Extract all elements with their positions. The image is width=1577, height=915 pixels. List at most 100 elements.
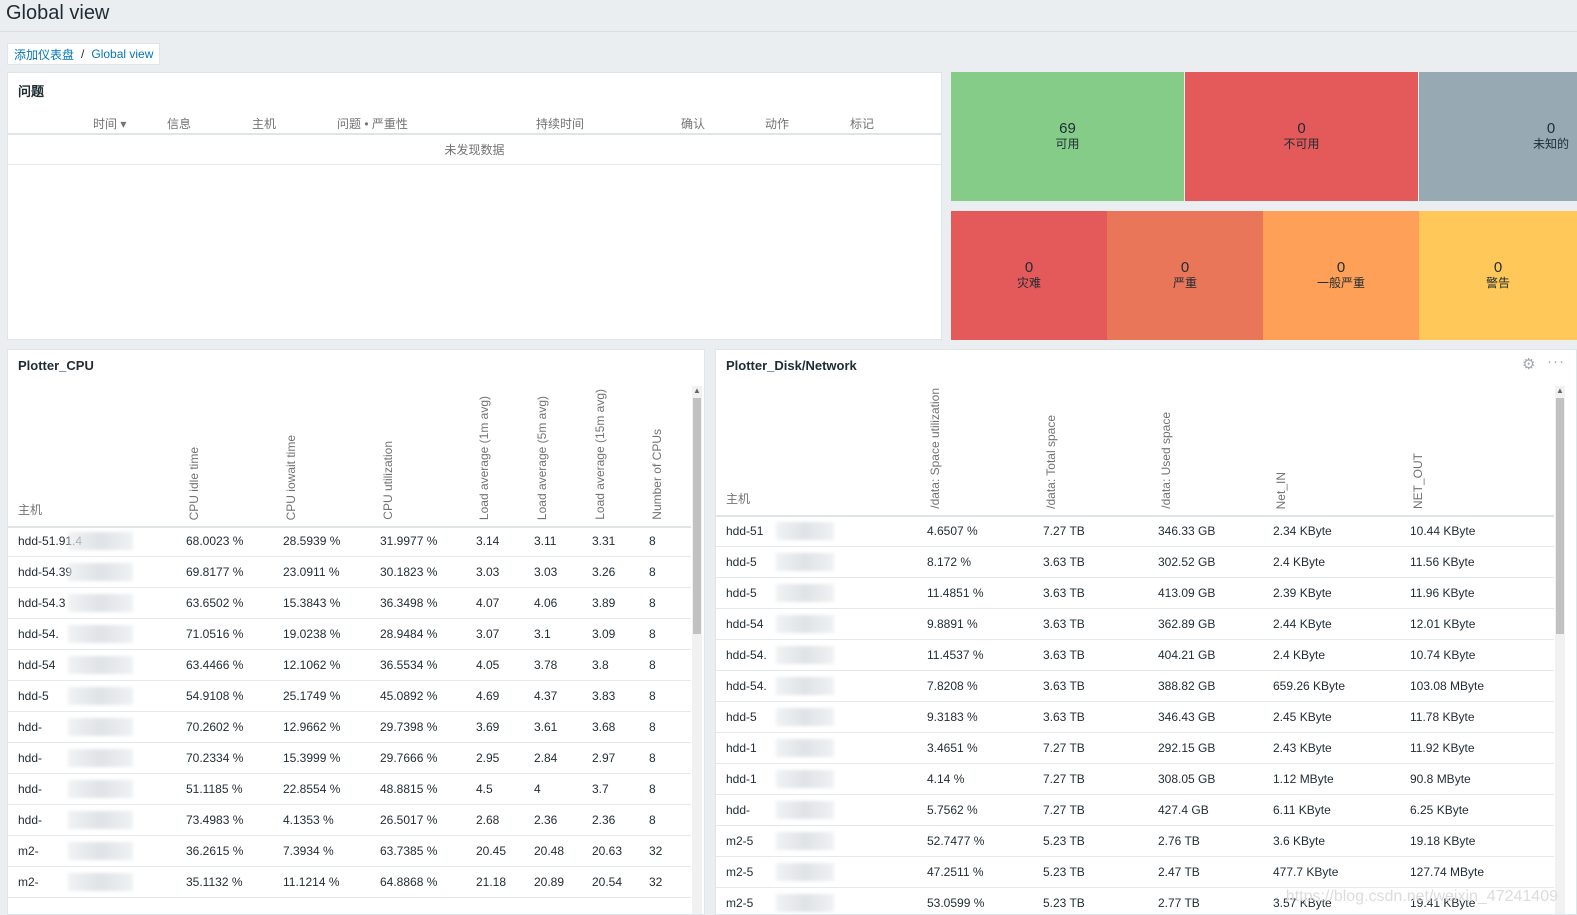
table-row[interactable]: hdd-54 63.4466 % 12.1062 % 36.5534 % 4.05 3.7…	[8, 650, 691, 681]
severity-tile-1[interactable]: 0 严重	[1107, 211, 1263, 340]
table-cell: 7.27 TB	[1043, 741, 1085, 755]
column-header[interactable]: NET_OUT	[1411, 452, 1425, 509]
table-cell: 404.21 GB	[1158, 648, 1216, 662]
table-row[interactable]: hdd- 5.7562 % 7.27 TB 427.4 GB 6.11 KByte 6.2…	[716, 795, 1554, 826]
severity-tile-2[interactable]: 0 一般严重	[1263, 211, 1419, 340]
column-time[interactable]: 时间 ▾	[93, 117, 127, 131]
column-header[interactable]: /data: Total space	[1044, 415, 1058, 509]
table-row[interactable]: hdd-5 11.4851 % 3.63 TB 413.09 GB 2.39 KByte…	[716, 578, 1554, 609]
table-cell: 3.7	[592, 782, 609, 796]
table-row[interactable]: hdd-5 8.172 % 3.63 TB 302.52 GB 2.4 KByte 11.…	[716, 547, 1554, 578]
host-name-link[interactable]: hdd-54	[18, 658, 56, 672]
host-name-link[interactable]: hdd-1	[726, 772, 757, 786]
table-cell: 7.3934 %	[283, 844, 334, 858]
table-row[interactable]: hdd-5 9.3183 % 3.63 TB 346.43 GB 2.45 KByte 1…	[716, 702, 1554, 733]
cpu-scrollbar-thumb[interactable]	[693, 398, 701, 634]
breadcrumb-current[interactable]: Global view	[91, 47, 154, 61]
column-header[interactable]: /data: Used space	[1159, 412, 1173, 509]
table-row[interactable]: hdd- 73.4983 % 4.1353 % 26.5017 % 2.68 2.36 2.…	[8, 805, 691, 836]
column-header[interactable]: Load average (1m avg)	[477, 395, 491, 520]
severity-tile-3[interactable]: 0 警告	[1419, 211, 1577, 340]
host-name-link[interactable]: hdd-54.39	[18, 565, 73, 579]
column-header[interactable]: CPU idle time	[187, 446, 201, 520]
table-row[interactable]: m2- 35.1132 % 11.1214 % 64.8868 % 21.18 20.89…	[8, 867, 691, 898]
table-row[interactable]: hdd-54. 7.8208 % 3.63 TB 388.82 GB 659.26 KB…	[716, 671, 1554, 702]
table-row[interactable]: hdd-54. 11.4537 % 3.63 TB 404.21 GB 2.4 KByt…	[716, 640, 1554, 671]
redacted-host-suffix	[776, 863, 834, 881]
table-cell: 388.82 GB	[1158, 679, 1216, 693]
host-name-link[interactable]: hdd-54.3	[18, 596, 66, 610]
table-row[interactable]: hdd-1 4.14 % 7.27 TB 308.05 GB 1.12 MByte 90.…	[716, 764, 1554, 795]
host-name-link[interactable]: hdd-54.	[726, 648, 767, 662]
table-row[interactable]: m2- 36.2615 % 7.3934 % 63.7385 % 20.45 20.48 2…	[8, 836, 691, 867]
severity-tile-0[interactable]: 0 灾难	[951, 211, 1107, 340]
table-row[interactable]: hdd-51 4.6507 % 7.27 TB 346.33 GB 2.34 KByte…	[716, 516, 1554, 547]
table-cell: 8	[649, 813, 656, 827]
host-name-link[interactable]: hdd-51	[726, 524, 764, 538]
disk-scrollbar[interactable]: ▲	[1555, 386, 1565, 914]
scroll-up-arrow-icon[interactable]: ▲	[693, 386, 701, 395]
host-name-link[interactable]: hdd-	[18, 782, 43, 796]
host-name-link[interactable]: hdd-	[726, 803, 751, 817]
table-row[interactable]: hdd-5 54.9108 % 25.1749 % 45.0892 % 4.69 4.37…	[8, 681, 691, 712]
table-cell: 4.14 %	[927, 772, 965, 786]
column-header[interactable]: /data: Space utilization	[928, 388, 942, 509]
table-row[interactable]: hdd-54 9.8891 % 3.63 TB 362.89 GB 2.44 KByte…	[716, 609, 1554, 640]
column-header[interactable]: Load average (5m avg)	[535, 395, 549, 520]
column-problem-severity: 问题 • 严重性	[337, 117, 408, 131]
redacted-host-suffix	[68, 718, 133, 736]
column-info: 信息	[167, 117, 192, 131]
column-header[interactable]: Net_IN	[1274, 471, 1288, 509]
disk-scrollbar-thumb[interactable]	[1556, 398, 1564, 634]
availability-count: 0	[1297, 120, 1306, 137]
table-row[interactable]: hdd- 70.2602 % 12.9662 % 29.7398 % 3.69 3.61 3…	[8, 712, 691, 743]
table-cell: 7.27 TB	[1043, 524, 1085, 538]
host-name-link[interactable]: m2-5	[726, 896, 754, 910]
host-name-link[interactable]: hdd-54.	[18, 627, 59, 641]
host-name-link[interactable]: hdd-5	[726, 586, 757, 600]
column-header[interactable]: Load average (15m avg)	[593, 389, 607, 520]
host-name-link[interactable]: hdd-51.91.4	[18, 534, 83, 548]
host-name-link[interactable]: hdd-54	[726, 617, 764, 631]
table-row[interactable]: hdd-51.91.4 68.0023 % 28.5939 % 31.9977 % 3.…	[8, 526, 691, 557]
table-row[interactable]: m2-5 52.7477 % 5.23 TB 2.76 TB 3.6 KByte 19.1…	[716, 826, 1554, 857]
host-name-link[interactable]: m2-5	[726, 865, 754, 879]
table-row[interactable]: hdd- 70.2334 % 15.3999 % 29.7666 % 2.95 2.84 2…	[8, 743, 691, 774]
host-name-link[interactable]: hdd-5	[726, 555, 757, 569]
host-name-link[interactable]: hdd-5	[726, 710, 757, 724]
scroll-up-arrow-icon[interactable]: ▲	[1556, 386, 1564, 395]
host-name-link[interactable]: hdd-	[18, 751, 43, 765]
table-cell: 12.01 KByte	[1410, 617, 1476, 631]
host-name-link[interactable]: hdd-5	[18, 689, 49, 703]
table-row[interactable]: m2-5 53.0599 % 5.23 TB 2.77 TB 3.57 KByte 19.…	[716, 888, 1554, 914]
host-name-link[interactable]: m2-	[18, 844, 39, 858]
table-row[interactable]: m2-5 47.2511 % 5.23 TB 2.47 TB 477.7 KByte 12…	[716, 857, 1554, 888]
table-cell: 28.9484 %	[380, 627, 438, 641]
table-row[interactable]: hdd- 51.1185 % 22.8554 % 48.8815 % 4.5 4 3.7 8	[8, 774, 691, 805]
gear-icon[interactable]: ⚙	[1522, 356, 1536, 373]
table-cell: 36.2615 %	[186, 844, 244, 858]
ellipsis-icon[interactable]: ···	[1547, 353, 1565, 370]
cpu-scrollbar[interactable]: ▲	[692, 386, 702, 914]
host-name-link[interactable]: m2-5	[726, 834, 754, 848]
column-actions: 动作	[765, 117, 790, 131]
availability-tile-1[interactable]: 0 不可用	[1185, 72, 1418, 201]
availability-tile-0[interactable]: 69 可用	[951, 72, 1184, 201]
host-name-link[interactable]: m2-	[18, 875, 39, 889]
column-header[interactable]: Number of CPUs	[650, 429, 664, 520]
problems-table-header: 时间 ▾ 信息 主机 问题 • 严重性 持续时间 确认 动作 标记	[8, 109, 941, 135]
host-name-link[interactable]: hdd-54.	[726, 679, 767, 693]
host-name-link[interactable]: hdd-1	[726, 741, 757, 755]
table-row[interactable]: hdd-54.3 63.6502 % 15.3843 % 36.3498 % 4.07 4…	[8, 588, 691, 619]
table-row[interactable]: hdd-54.39 69.8177 % 23.0911 % 30.1823 % 3.03…	[8, 557, 691, 588]
column-header[interactable]: CPU iowait time	[284, 434, 298, 520]
table-cell: 20.89	[534, 875, 565, 889]
host-name-link[interactable]: hdd-	[18, 813, 43, 827]
host-name-link[interactable]: hdd-	[18, 720, 43, 734]
table-row[interactable]: hdd-1 3.4651 % 7.27 TB 292.15 GB 2.43 KByte 1…	[716, 733, 1554, 764]
column-header[interactable]: CPU utilization	[381, 441, 395, 520]
severity-count: 0	[1336, 259, 1346, 276]
table-row[interactable]: hdd-54. 71.0516 % 19.0238 % 28.9484 % 3.07 3.…	[8, 619, 691, 650]
breadcrumb-dashboards-link[interactable]: 添加仪表盘	[14, 47, 75, 62]
availability-tile-2[interactable]: 0 未知的	[1419, 72, 1577, 201]
